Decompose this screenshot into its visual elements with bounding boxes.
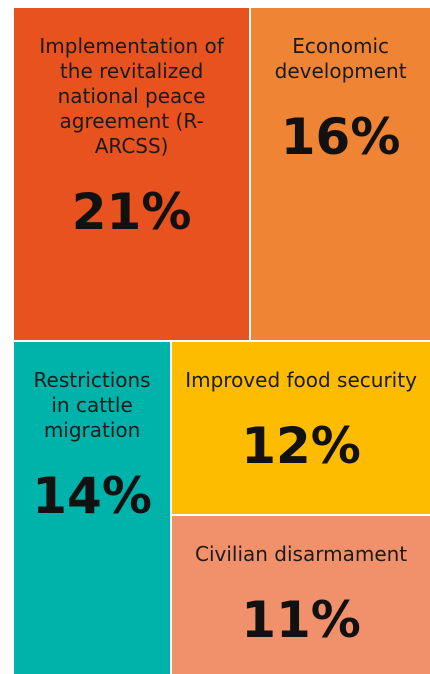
value-label: 14% [32, 467, 152, 525]
value-label: 16% [280, 108, 401, 166]
tile: Civilian disarmament 11% [172, 516, 430, 674]
tile: Economic development 16% [251, 8, 430, 340]
value-label: 11% [241, 591, 361, 650]
value-label: 12% [241, 417, 361, 475]
tile: Implementation of the revitalized nation… [14, 8, 250, 340]
tile-label: Implementation of the revitalized nation… [39, 34, 224, 158]
tile: Improved food security 12% [172, 342, 430, 515]
tile-label: Improved food security [185, 368, 417, 392]
tile-label: Economic development [274, 34, 407, 83]
value-label: 21% [71, 183, 192, 241]
tile-label: Restrictions in cattle migration [33, 368, 151, 442]
tile-label: Civilian disarmament [194, 542, 408, 567]
tile: Restrictions in cattle migration 14% [14, 342, 171, 674]
